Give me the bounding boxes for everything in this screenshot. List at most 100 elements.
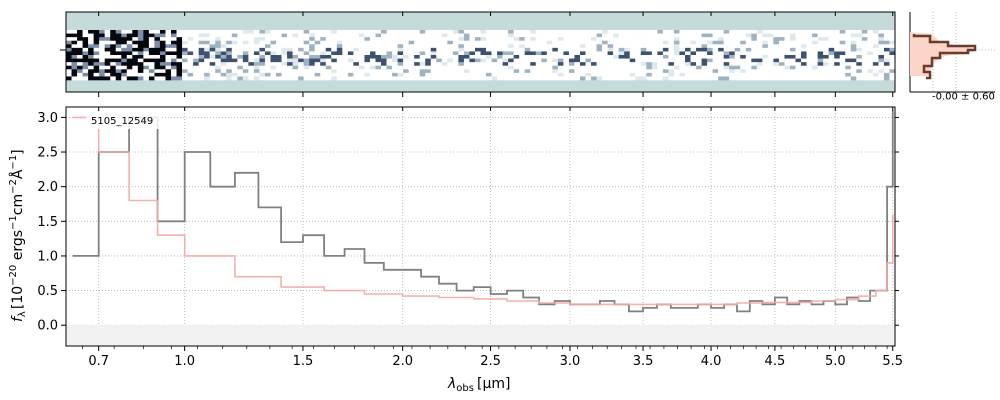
spectrum-2d-pixel (209, 37, 216, 42)
spectrum-2d-pixel (707, 55, 713, 59)
spectrum-2d-pixel (662, 65, 669, 70)
spectrum-2d-pixel (762, 76, 769, 81)
spectrum-2d-pixel (563, 72, 570, 77)
spectrum-2d-pixel (126, 62, 133, 67)
spectrum-2d-pixel (325, 40, 332, 45)
spectrum-2d-pixel (287, 44, 293, 49)
spectrum-2d-pixel (701, 76, 708, 81)
spectrum-2d-pixel (226, 65, 233, 70)
spectrum-2d-pixel (358, 51, 365, 56)
spectrum-2d-pixel (99, 55, 105, 59)
spectrum-2d-pixel (740, 37, 747, 42)
spectrum-2d-pixel (110, 62, 117, 67)
spectrum-2d-pixel (861, 51, 868, 56)
spectrum-2d-pixel (629, 37, 636, 42)
spectrum-2d-pixel (292, 51, 299, 56)
spectrum-2d-pixel (159, 44, 166, 49)
spectrum-2d-pixel (342, 55, 349, 59)
spectrum-2d-pixel (375, 76, 382, 81)
spectrum-2d-pixel (347, 69, 354, 74)
spectrum-2d-pixel (419, 33, 426, 38)
spectrum-2d-pixel (358, 44, 365, 49)
spectrum-2d-pixel (795, 58, 802, 63)
spectrum-2d-pixel (259, 76, 266, 81)
spectrum-2d-pixel (148, 58, 155, 63)
spectrum-2d-pixel (629, 51, 636, 56)
spectrum-2d-pixel (767, 55, 774, 59)
spectrum-2d-pixel (137, 33, 144, 38)
spectrum-2d-pixel (193, 30, 199, 34)
spectrum-2d-pixel (137, 44, 144, 49)
spectrum-2d-pixel (242, 72, 249, 77)
spectrum-2d-pixel (585, 33, 592, 38)
spectrum-2d-pixel (817, 72, 824, 77)
spectrum-2d-pixel (369, 58, 376, 63)
spectrum-2d-pixel (220, 47, 227, 52)
spectrum-2d-pixel (690, 33, 697, 38)
spectrum-2d-pixel (115, 40, 122, 45)
spectrum-2d-pixel (574, 30, 581, 34)
spectrum-2d-pixel (679, 51, 686, 56)
spectrum-2d-pixel (430, 58, 437, 63)
spectrum-2d-pixel (403, 44, 409, 49)
spectrum-2d-pixel (602, 44, 608, 49)
spectrum-2d-pixel (696, 30, 702, 34)
data-series-line (72, 110, 894, 313)
spectrum-2d-pixel (408, 65, 415, 70)
spectrum-2d-pixel (171, 30, 177, 34)
spectrum-2d-pixel (690, 30, 697, 34)
spectrum-2d-pixel (231, 58, 238, 63)
spectrum-2d-pixel (701, 58, 708, 63)
spectrum-2d-pixel (176, 72, 183, 77)
spectrum-2d-pixel (878, 44, 885, 49)
spectrum-2d-pixel (673, 76, 680, 81)
spectrum-2d-pixel (358, 30, 365, 34)
spectrum-2d-pixel (71, 40, 78, 45)
spectrum-2d-pixel (778, 30, 785, 34)
spectrum-2d-pixel (226, 58, 233, 63)
spectrum-2d-pixel (817, 30, 824, 34)
spectrum-2d-pixel (364, 65, 371, 70)
spectrum-2d-pixel (253, 44, 260, 49)
spectrum-2d-pixel (276, 33, 282, 38)
spectrum-2d-pixel (856, 44, 863, 49)
spectrum-2d-pixel (148, 55, 155, 59)
spectrum-2d-pixel (187, 62, 194, 67)
spectrum-2d-pixel (751, 33, 758, 38)
spectrum-2d-pixel (292, 65, 299, 70)
spectrum-2d-pixel (718, 30, 724, 34)
spectrum-2d-pixel (850, 33, 857, 38)
spectrum-2d-pixel (795, 72, 802, 77)
spectrum-2d-pixel (358, 62, 365, 67)
spectrum-2d-pixel (784, 37, 791, 42)
spectrum-2d-pixel (198, 37, 205, 42)
spectrum-2d-pixel (193, 69, 199, 74)
spectrum-2d-pixel (530, 37, 537, 42)
spectrum-2d-pixel (276, 76, 282, 81)
spectrum-2d-pixel (364, 72, 371, 77)
spectrum-2d-pixel (513, 37, 520, 42)
spectrum-2d-pixel (718, 55, 724, 59)
spectrum-2d-pixel (458, 30, 465, 34)
spectrum-2d-pixel (795, 62, 802, 67)
spectrum-2d-pixel (773, 37, 780, 42)
spectrum-2d-pixel (718, 72, 724, 77)
spectrum-2d-pixel (452, 40, 459, 45)
spectrum-2d-pixel (447, 72, 454, 77)
spectrum-2d-pixel (812, 40, 818, 45)
spectrum-2d-pixel (519, 76, 526, 81)
spectrum-2d-pixel (148, 65, 155, 70)
spectrum-2d-pixel (607, 62, 614, 67)
spectrum-2d-pixel (292, 76, 299, 81)
spectrum-2d-pixel (441, 58, 448, 63)
spectrum-2d-pixel (353, 72, 360, 77)
spectrum-2d-pixel (568, 30, 575, 34)
spectrum-2d-pixel (66, 40, 72, 45)
spectrum-2d-pixel (828, 51, 835, 56)
spectrum-2d-pixel (320, 72, 327, 77)
spectrum-2d-pixel (878, 51, 885, 56)
spectrum-2d-pixel (253, 58, 260, 63)
spectrum-2d-pixel (795, 76, 802, 81)
spectrum-2d-pixel (657, 33, 664, 38)
spectrum-2d-pixel (353, 58, 360, 63)
